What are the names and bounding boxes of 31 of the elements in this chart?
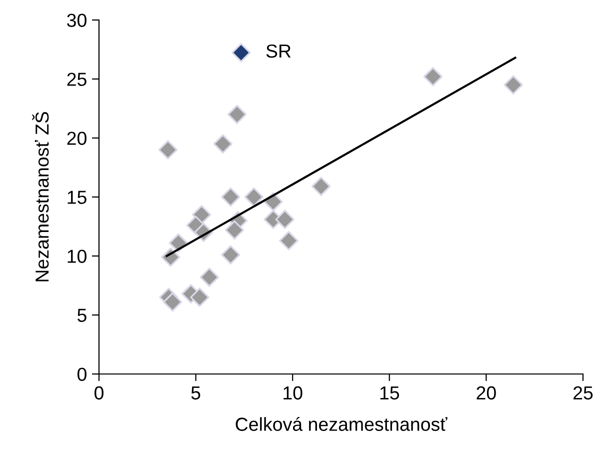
x-tick-label: 5 xyxy=(191,386,200,400)
point xyxy=(200,268,219,287)
y-axis-title: Nezamestnanosť ZŠ xyxy=(32,112,49,282)
point xyxy=(190,288,210,307)
point xyxy=(227,104,247,124)
point xyxy=(158,140,178,160)
point xyxy=(213,134,233,154)
x-tick-label: 0 xyxy=(94,386,104,400)
y-tick-label: 15 xyxy=(68,190,86,204)
x-tick-label: 25 xyxy=(574,386,593,400)
point xyxy=(224,220,244,240)
point xyxy=(221,245,240,264)
point xyxy=(221,187,240,207)
point xyxy=(423,67,443,86)
point xyxy=(504,75,523,95)
legend-label: SR xyxy=(266,44,291,58)
y-tick-label: 10 xyxy=(68,250,86,263)
x-tick-label: 20 xyxy=(476,386,496,400)
x-tick-label: 10 xyxy=(284,386,302,400)
y-tick-label: 25 xyxy=(67,72,86,86)
point xyxy=(244,187,264,207)
y-tick-label: 0 xyxy=(78,368,86,381)
point xyxy=(162,292,182,312)
y-tick-label: 5 xyxy=(78,308,86,322)
point xyxy=(311,176,331,196)
x-tick-label: 15 xyxy=(380,386,400,400)
point xyxy=(275,210,294,230)
y-tick-label: 30 xyxy=(67,14,86,27)
y-tick-label: 20 xyxy=(67,132,86,145)
x-axis-title: Celková nezamestnanosť xyxy=(236,416,448,431)
point xyxy=(279,231,298,250)
